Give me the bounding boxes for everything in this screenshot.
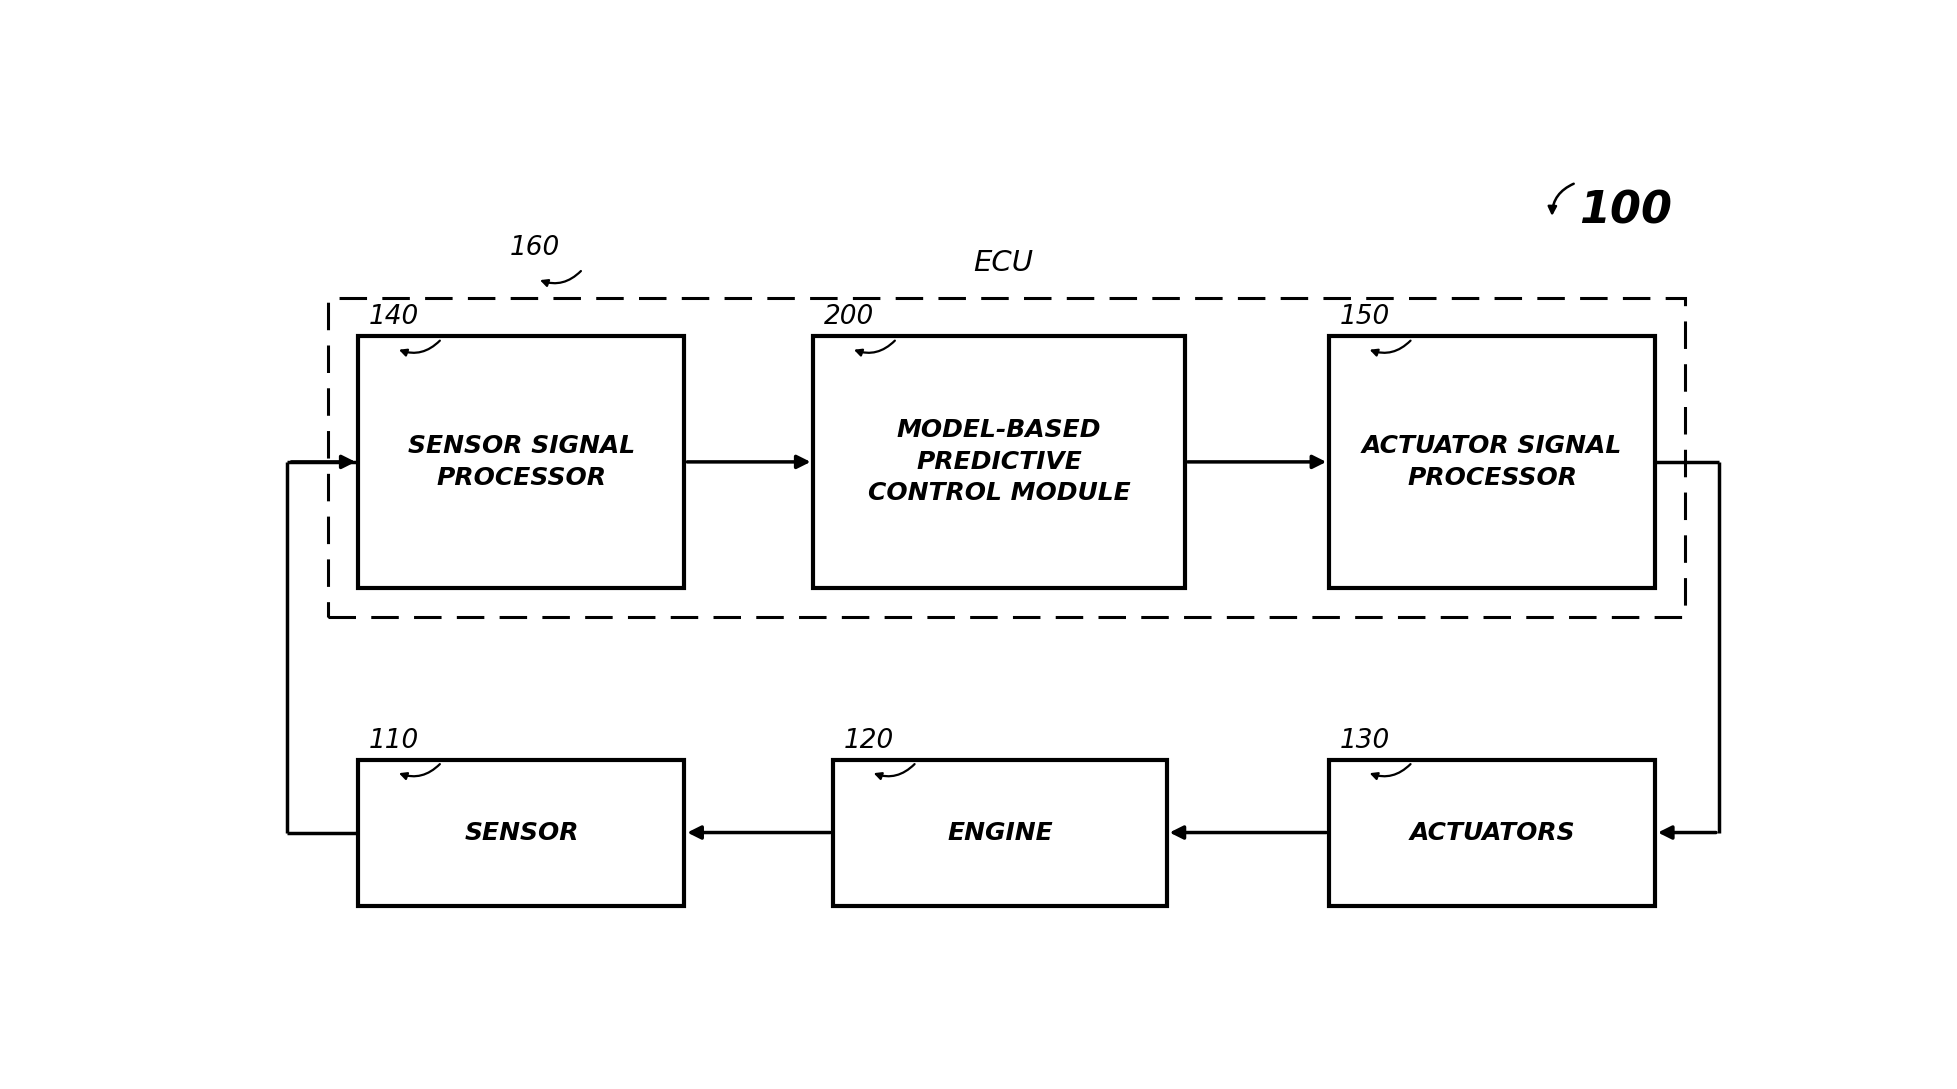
Text: ECU: ECU bbox=[973, 249, 1033, 278]
Text: SENSOR SIGNAL
PROCESSOR: SENSOR SIGNAL PROCESSOR bbox=[407, 435, 634, 490]
Text: ACTUATOR SIGNAL
PROCESSOR: ACTUATOR SIGNAL PROCESSOR bbox=[1362, 435, 1622, 490]
Bar bbox=[1329, 337, 1656, 588]
Text: 120: 120 bbox=[843, 727, 894, 754]
Bar bbox=[358, 760, 685, 906]
Text: ACTUATORS: ACTUATORS bbox=[1409, 820, 1575, 845]
Text: 200: 200 bbox=[824, 304, 875, 330]
Text: 150: 150 bbox=[1341, 304, 1389, 330]
Text: 130: 130 bbox=[1341, 727, 1389, 754]
Text: ENGINE: ENGINE bbox=[947, 820, 1053, 845]
Text: 100: 100 bbox=[1579, 189, 1673, 232]
Bar bbox=[358, 337, 685, 588]
Bar bbox=[834, 760, 1166, 906]
Text: 140: 140 bbox=[370, 304, 419, 330]
Bar bbox=[814, 337, 1184, 588]
Text: 110: 110 bbox=[370, 727, 419, 754]
Text: MODEL-BASED
PREDICTIVE
CONTROL MODULE: MODEL-BASED PREDICTIVE CONTROL MODULE bbox=[867, 418, 1131, 505]
Bar bbox=[1329, 760, 1656, 906]
Bar bbox=[329, 298, 1685, 617]
Text: 160: 160 bbox=[511, 234, 560, 260]
Text: SENSOR: SENSOR bbox=[464, 820, 579, 845]
